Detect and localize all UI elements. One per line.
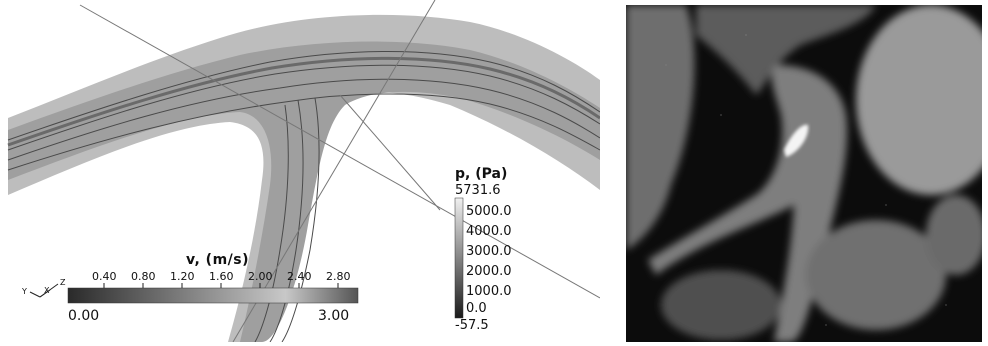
- pressure-max: 5731.6: [455, 183, 501, 198]
- vessel-render: [7, 0, 601, 343]
- velocity-ticks: [103, 283, 339, 288]
- velocity-tick: 0.80: [131, 270, 156, 283]
- simulation-view: Y X Z v, (m/s) 0.40 0.80 1.20 1.60 2.00 …: [7, 0, 601, 343]
- pressure-title: p, (Pa): [455, 166, 508, 182]
- velocity-tick: 2.80: [326, 270, 351, 283]
- pressure-tick: 3000.0: [466, 244, 512, 259]
- ct-image: [626, 5, 988, 342]
- axis-label-z: Z: [60, 278, 66, 287]
- main-streamline: [7, 56, 601, 147]
- velocity-title: v, (m/s): [186, 252, 250, 268]
- pressure-tick: 1000.0: [466, 284, 512, 299]
- pressure-colorbar: [454, 197, 464, 319]
- velocity-max: 3.00: [318, 308, 350, 324]
- velocity-tick: 1.60: [209, 270, 234, 283]
- vessel-body: [8, 41, 600, 343]
- velocity-tick: 2.40: [287, 270, 312, 283]
- orientation-axes: [29, 283, 59, 298]
- plane-lines: [79, 0, 601, 343]
- calcification: [784, 124, 809, 157]
- ct-scan: [626, 5, 988, 342]
- streamlines: [7, 51, 601, 343]
- velocity-min: 0.00: [68, 308, 100, 324]
- pressure-tick: 4000.0: [466, 224, 512, 239]
- axis-label-x: X: [44, 286, 50, 295]
- velocity-tick: 0.40: [92, 270, 117, 283]
- velocity-tick: 2.00: [248, 270, 273, 283]
- pressure-min: -57.5: [455, 318, 489, 333]
- pressure-tick: 0.0: [466, 301, 487, 316]
- pressure-tick: 5000.0: [466, 204, 512, 219]
- velocity-tick: 1.20: [170, 270, 195, 283]
- axis-label-y: Y: [22, 287, 27, 296]
- pressure-tick: 2000.0: [466, 264, 512, 279]
- velocity-colorbar: [67, 287, 359, 304]
